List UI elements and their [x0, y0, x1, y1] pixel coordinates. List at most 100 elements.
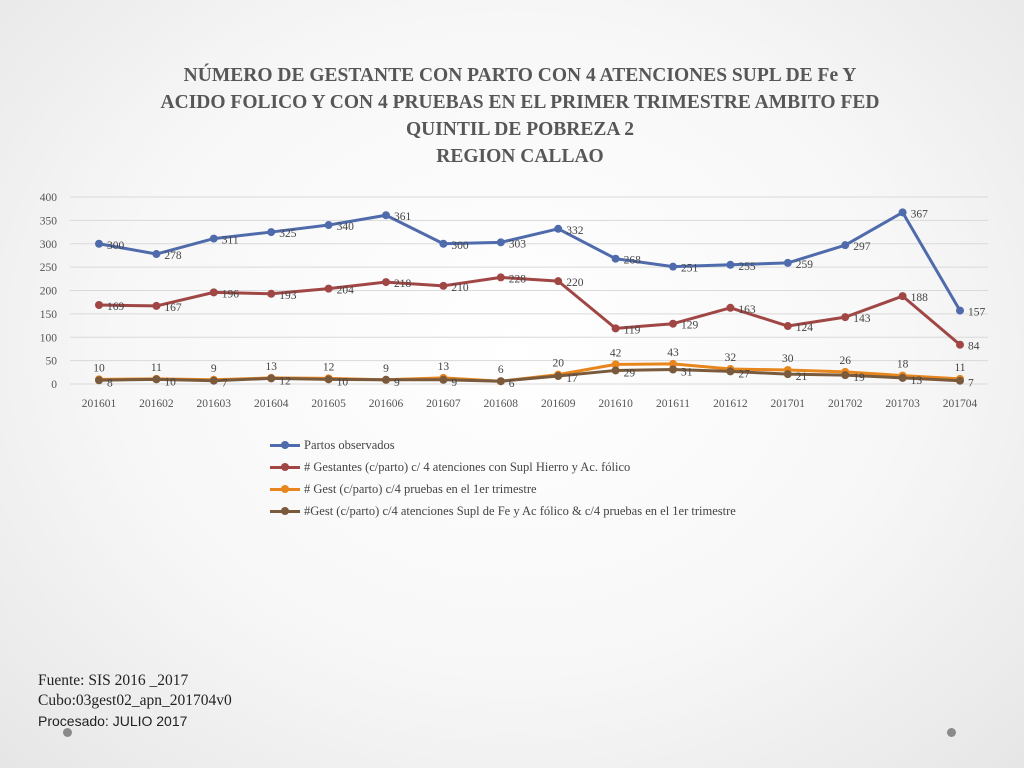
data-point — [726, 367, 735, 376]
y-tick-label: 0 — [51, 379, 57, 391]
y-tick-label: 300 — [40, 239, 58, 251]
nav-dot-right — [947, 728, 956, 737]
data-label: 300 — [451, 240, 469, 252]
chart-title: NÚMERO DE GESTANTE CON PARTO CON 4 ATENC… — [80, 62, 960, 170]
data-label: 9 — [211, 363, 217, 375]
data-point — [669, 262, 677, 271]
data-point — [209, 288, 218, 297]
data-point — [267, 289, 276, 298]
data-label: 27 — [738, 368, 750, 380]
data-label: 18 — [897, 359, 909, 371]
data-label: 268 — [624, 255, 642, 267]
data-point — [382, 278, 390, 287]
data-point — [95, 376, 103, 385]
data-point — [324, 375, 333, 384]
data-label: 129 — [681, 320, 699, 332]
data-point — [841, 313, 850, 322]
data-label: 13 — [911, 375, 923, 387]
footer-notes: Fuente: SIS 2016 _2017 Cubo:03gest02_apn… — [38, 671, 232, 731]
data-point — [611, 366, 620, 375]
x-tick-label: 201612 — [713, 398, 748, 410]
x-tick-label: 201702 — [828, 398, 863, 410]
series-line — [98, 368, 961, 383]
data-label: 13 — [438, 361, 450, 373]
data-label: 303 — [509, 238, 527, 250]
data-point — [496, 273, 505, 282]
data-point — [267, 374, 276, 383]
x-tick-label: 201608 — [484, 398, 519, 410]
data-point — [669, 319, 677, 328]
x-tick-label: 201603 — [197, 398, 232, 410]
data-point — [956, 306, 964, 315]
data-point — [841, 241, 850, 250]
data-point — [841, 371, 850, 380]
data-label: 119 — [624, 324, 641, 336]
chart-title-line: REGION CALLAO — [436, 146, 604, 167]
data-point — [554, 224, 563, 233]
data-point — [209, 376, 218, 385]
series-line — [98, 210, 962, 312]
data-point — [554, 372, 563, 381]
x-tick-label: 201703 — [885, 398, 920, 410]
data-label: 30 — [782, 353, 794, 365]
data-label: 31 — [681, 367, 693, 379]
legend-item: Partos observados — [270, 434, 736, 456]
data-label: 26 — [839, 355, 851, 367]
data-label: 19 — [853, 372, 865, 384]
data-label: 12 — [323, 361, 335, 373]
data-point — [956, 340, 964, 349]
cube-note: Cubo:03gest02_apn_201704v0 — [38, 692, 232, 709]
data-point — [382, 211, 390, 220]
x-tick-label: 201701 — [771, 398, 806, 410]
data-label: 9 — [383, 363, 389, 375]
data-point — [152, 301, 161, 310]
legend-label: # Gest (c/parto) c/4 pruebas en el 1er t… — [304, 481, 537, 496]
data-label: 6 — [509, 378, 515, 390]
data-label: 332 — [566, 225, 584, 237]
data-label: 9 — [451, 377, 457, 389]
data-label: 11 — [954, 362, 965, 374]
y-tick-label: 350 — [40, 215, 58, 227]
y-tick-label: 50 — [46, 356, 58, 368]
data-label: 204 — [337, 285, 355, 297]
chart-legend: Partos observados # Gestantes (c/parto) … — [270, 434, 736, 522]
data-point — [956, 376, 964, 385]
data-point — [439, 375, 448, 384]
series-line — [98, 275, 961, 346]
chart-title-line: QUINTIL DE POBREZA 2 — [405, 119, 635, 140]
data-label: 6 — [498, 364, 504, 376]
data-label: 193 — [279, 290, 297, 302]
legend-item: # Gestantes (c/parto) c/ 4 atenciones co… — [270, 456, 736, 478]
data-label: 325 — [279, 228, 297, 240]
x-tick-label: 201601 — [82, 398, 117, 410]
data-label: 188 — [911, 292, 929, 304]
data-point — [439, 281, 448, 290]
data-label: 210 — [451, 282, 469, 294]
x-tick-label: 201610 — [598, 398, 633, 410]
data-label: 12 — [279, 375, 291, 387]
legend-label: #Gest (c/parto) c/4 atenciones Supl de F… — [304, 503, 736, 518]
data-label: 300 — [107, 240, 125, 252]
y-tick-label: 400 — [40, 192, 58, 204]
legend-swatch — [270, 440, 300, 450]
legend-swatch — [270, 462, 300, 472]
x-tick-label: 201604 — [254, 398, 289, 410]
legend-swatch — [270, 506, 300, 516]
data-label: 163 — [738, 304, 756, 316]
data-point — [95, 300, 103, 309]
data-label: 21 — [796, 371, 808, 383]
data-label: 157 — [968, 307, 986, 319]
data-point — [783, 322, 792, 331]
data-point — [726, 303, 735, 312]
data-label: 367 — [911, 208, 929, 220]
data-label: 20 — [552, 358, 564, 370]
data-point — [783, 370, 792, 379]
y-tick-label: 250 — [40, 262, 58, 274]
data-label: 10 — [337, 376, 349, 388]
data-label: 278 — [164, 250, 182, 262]
data-point — [439, 239, 448, 248]
data-point — [611, 360, 620, 369]
data-point — [382, 375, 390, 384]
x-tick-label: 201602 — [139, 398, 174, 410]
